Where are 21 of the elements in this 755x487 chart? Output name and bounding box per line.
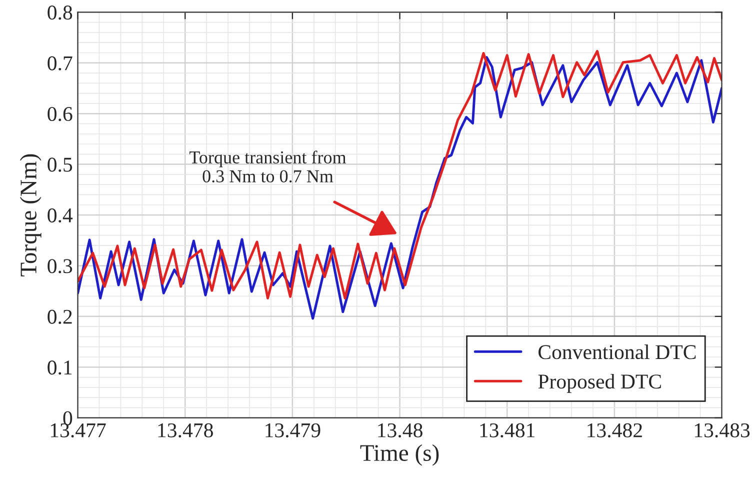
- y-tick-label: 0.8: [48, 6, 72, 20]
- y-axis-title: Torque (Nm): [20, 154, 42, 276]
- x-tick-label: 13.48: [378, 423, 422, 438]
- y-tick-label: 0.2: [48, 310, 72, 324]
- y-tick-label: 0.4: [48, 208, 73, 223]
- y-tick-label: 0.6: [48, 106, 72, 122]
- y-tick-label: 0.7: [48, 56, 72, 70]
- y-tick-label: 0.3: [48, 259, 72, 274]
- x-tick-label: 13.483: [694, 423, 750, 438]
- y-tick-label: 0.1: [48, 360, 72, 375]
- legend-label: Conventional DTC: [538, 344, 696, 360]
- y-tick-label: 0: [63, 411, 72, 426]
- x-tick-label: 13.482: [588, 423, 642, 438]
- annotation: Torque transient from 0.3 Nm to 0.7 Nm: [189, 150, 346, 182]
- x-tick-label: 13.478: [158, 423, 213, 438]
- x-tick-label: 13.479: [266, 423, 320, 438]
- y-tick-label: 0.5: [48, 158, 72, 172]
- legend-label: Proposed DTC: [538, 374, 661, 393]
- x-tick-label: 13.481: [480, 423, 535, 438]
- x-tick-label: 13.477: [50, 423, 106, 438]
- x-axis-title: Time (s): [360, 444, 439, 466]
